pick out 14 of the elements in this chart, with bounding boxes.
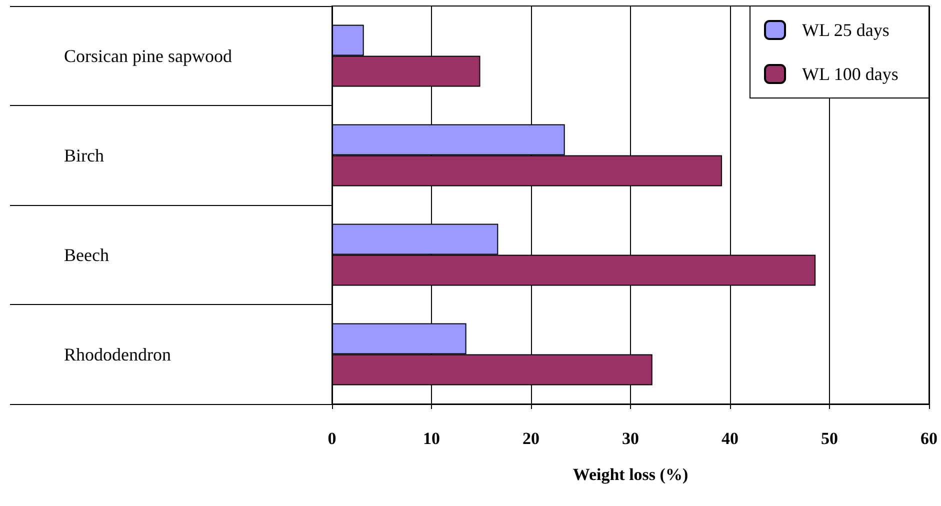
y-tick-label: Birch bbox=[64, 145, 104, 166]
x-axis-title: Weight loss (%) bbox=[572, 465, 688, 484]
legend-label: WL 100 days bbox=[802, 64, 898, 84]
x-tick-label: 60 bbox=[920, 429, 938, 448]
x-tick-label: 40 bbox=[722, 429, 738, 448]
y-tick-label: Corsican pine sapwood bbox=[64, 46, 232, 66]
x-tick-label: 50 bbox=[821, 429, 838, 448]
legend-label: WL 25 days bbox=[802, 20, 890, 40]
y-tick-label: Beech bbox=[64, 244, 109, 265]
x-tick-label: 10 bbox=[423, 429, 440, 448]
x-tick-label: 0 bbox=[328, 429, 336, 448]
y-tick-label: Rhododendron bbox=[64, 344, 171, 364]
x-tick-label: 20 bbox=[522, 429, 540, 448]
x-tick-label: 30 bbox=[622, 429, 639, 448]
